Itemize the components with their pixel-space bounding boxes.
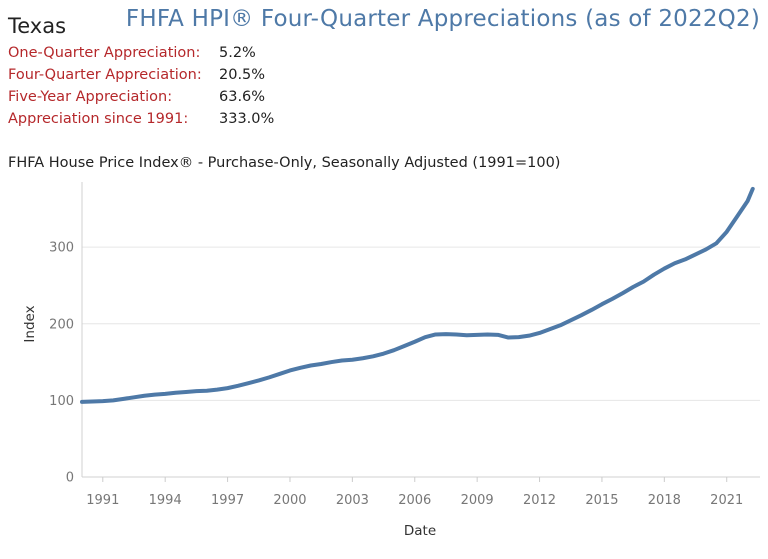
x-axis-title: Date [404, 523, 436, 539]
x-tick-label: 2015 [585, 493, 618, 508]
stat-value: 5.2% [219, 45, 256, 61]
x-tick-label: 2018 [648, 493, 681, 508]
state-name: Texas [8, 14, 67, 38]
y-tick-label: 100 [49, 394, 74, 409]
x-tick-label: 1994 [149, 493, 182, 508]
x-tick-label: 2003 [336, 493, 369, 508]
stat-value: 333.0% [219, 111, 275, 127]
y-axis-title: Index [22, 305, 38, 342]
y-tick-label: 300 [49, 241, 74, 256]
stat-label: Five-Year Appreciation: [8, 89, 173, 105]
stat-label: One-Quarter Appreciation: [8, 45, 201, 61]
series-line-texas-hpi [80, 186, 755, 404]
x-tick-label: 2000 [273, 493, 306, 508]
stat-label: Appreciation since 1991: [8, 111, 189, 127]
chart-subtitle: FHFA House Price Index® - Purchase-Only,… [8, 155, 561, 171]
x-tick-label: 2012 [523, 493, 556, 508]
x-tick-label: 1991 [86, 493, 119, 508]
y-tick-label: 200 [49, 317, 74, 332]
stat-label: Four-Quarter Appreciation: [8, 67, 202, 83]
stat-value: 20.5% [219, 67, 266, 83]
stat-value: 63.6% [219, 89, 266, 105]
x-tick-label: 2021 [710, 493, 743, 508]
y-tick-labels: 0 100 200 300 [49, 241, 74, 486]
y-tick-label: 0 [66, 471, 74, 486]
chart-main-title: FHFA HPI® Four-Quarter Appreciations (as… [125, 6, 760, 32]
gridlines [82, 246, 760, 401]
x-tick-label: 2006 [398, 493, 431, 508]
x-tick-labels: 1991 1994 1997 2000 2003 2006 2009 2012 2015 2018… [86, 477, 743, 508]
x-tick-label: 2009 [461, 493, 494, 508]
x-tick-label: 1997 [211, 493, 244, 508]
